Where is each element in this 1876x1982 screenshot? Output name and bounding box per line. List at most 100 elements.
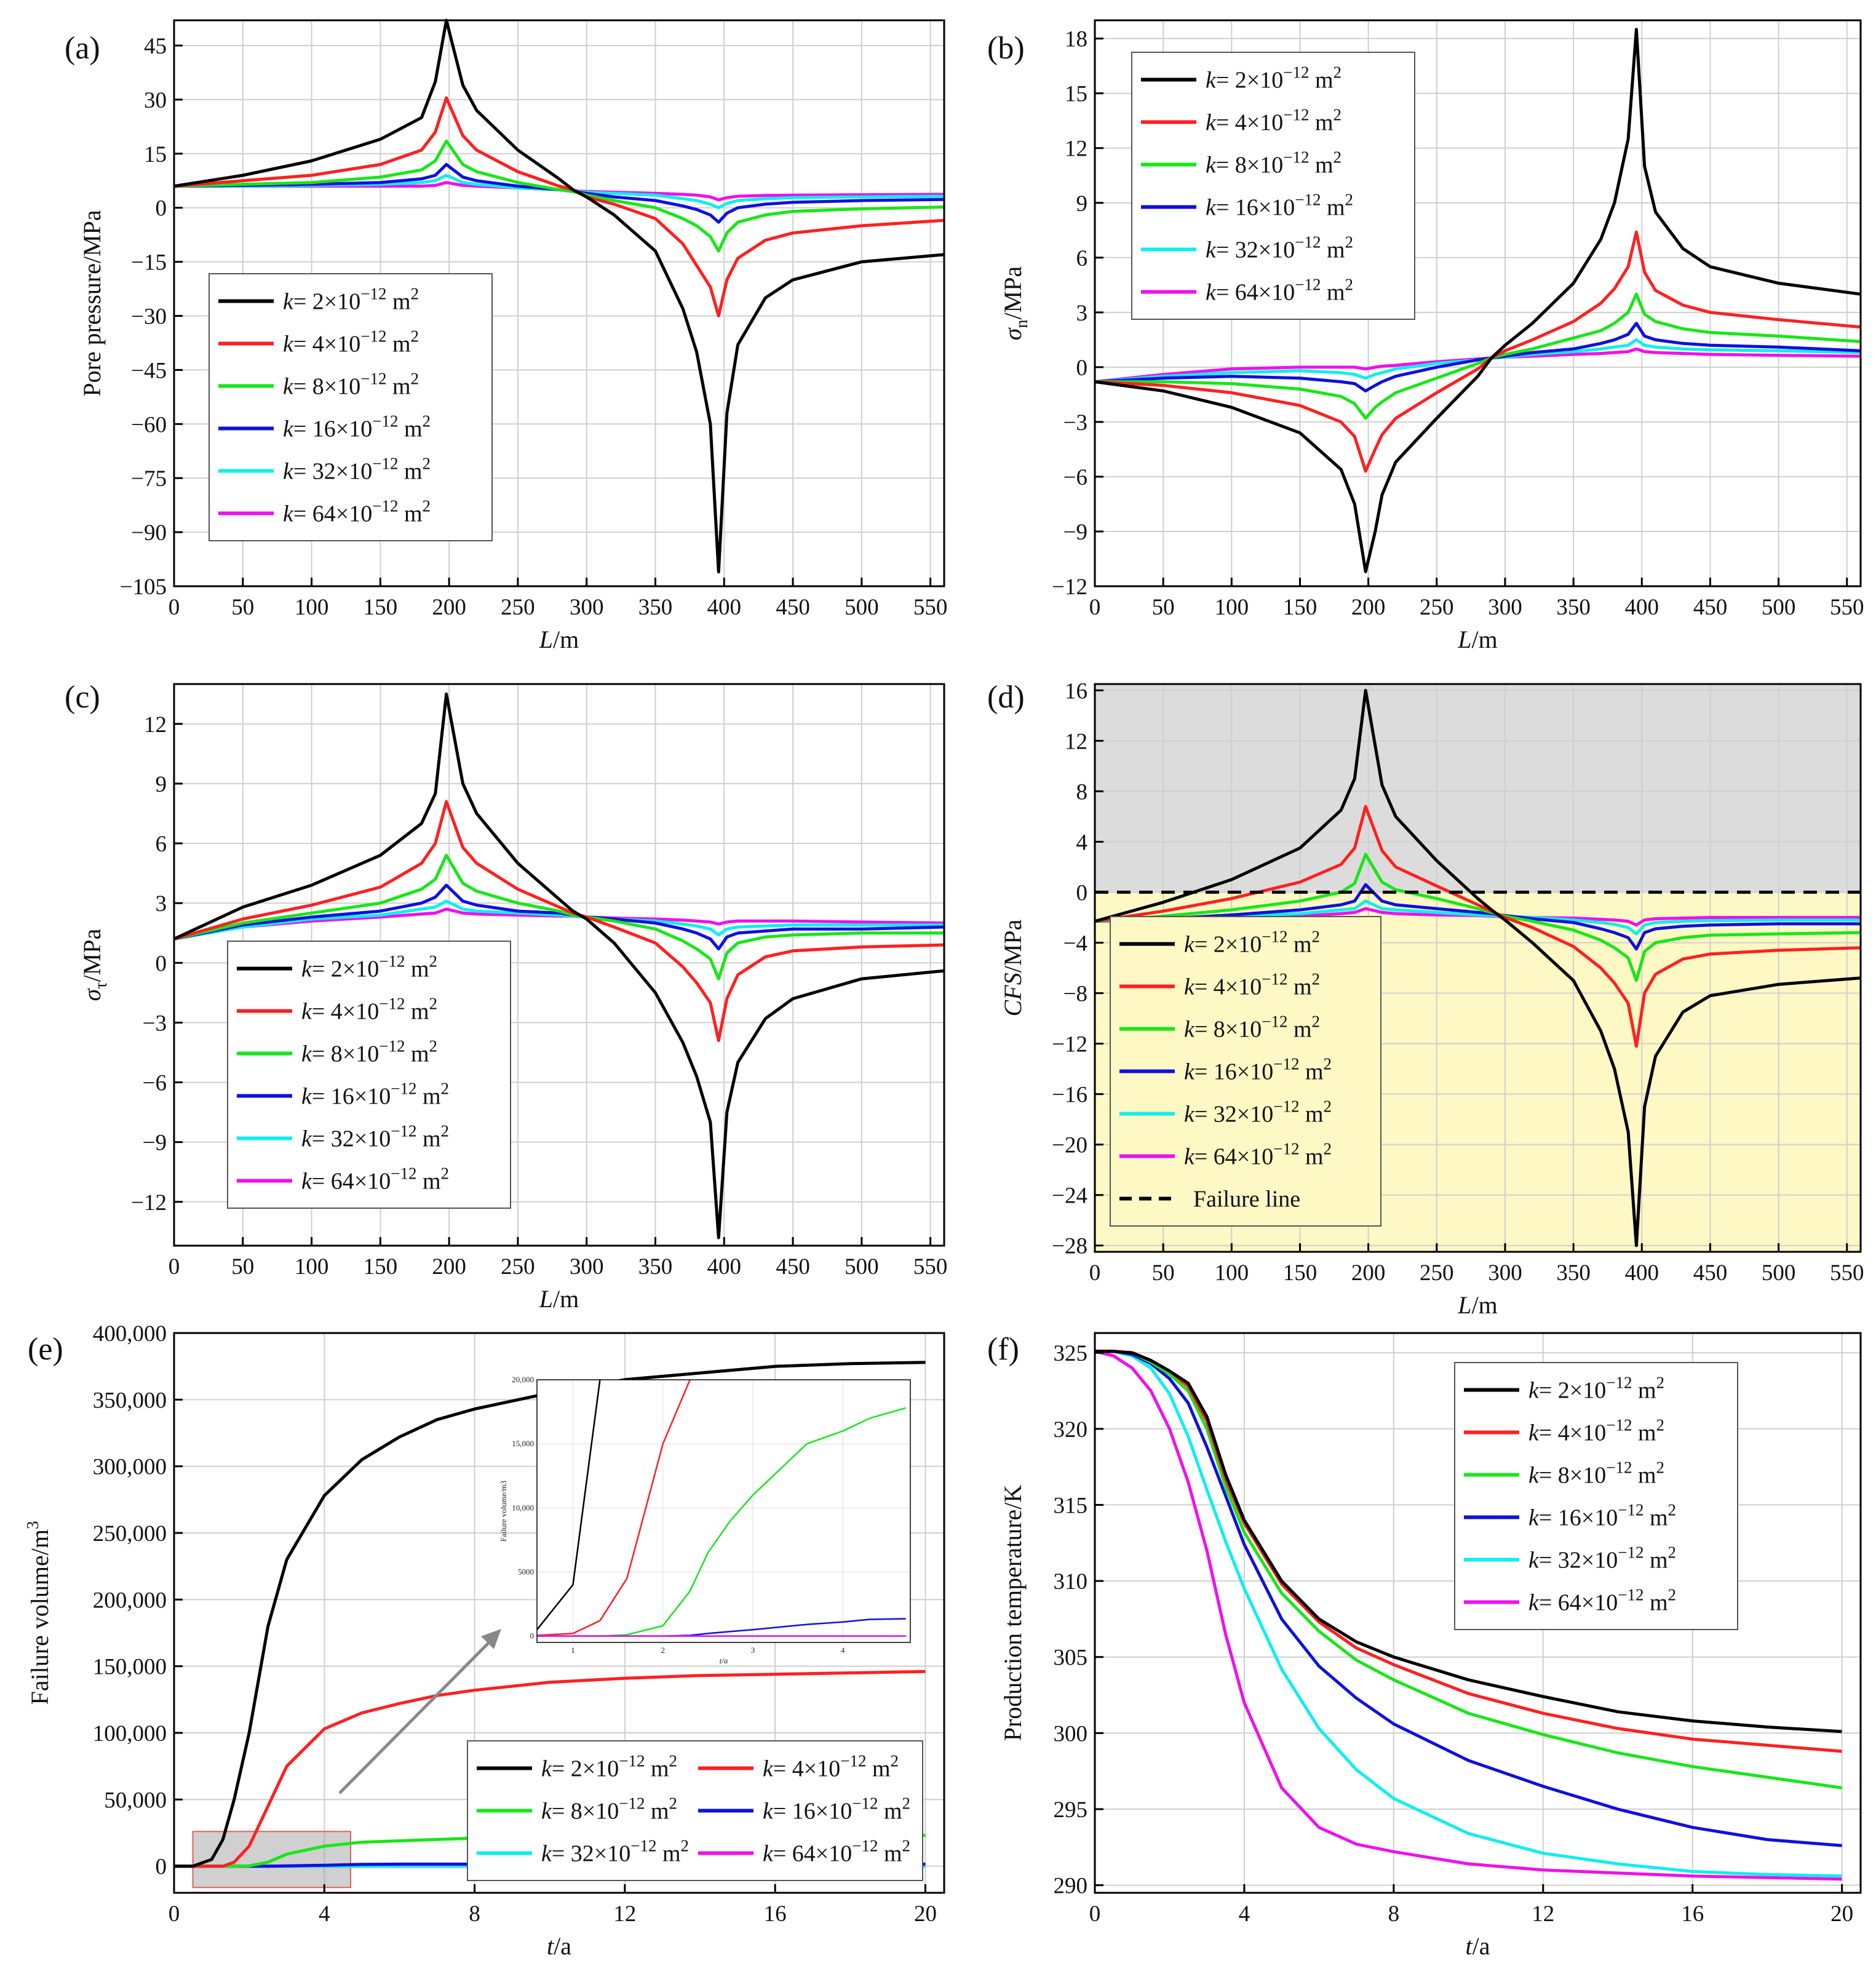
inset-frame (536, 1379, 911, 1643)
legend-label-k16: k= 16×10−12 m2 (1206, 191, 1353, 221)
y-tick-label: 320 (1054, 1417, 1088, 1443)
plot-frame (173, 683, 945, 1247)
y-tick-label: −28 (1052, 1234, 1087, 1259)
y-tick-label: −8 (1063, 982, 1087, 1007)
legend-label-k8: k= 8×10−12 m2 (301, 1037, 437, 1067)
legend-label-k4: k= 4×10−12 m2 (1184, 970, 1320, 1000)
inset-background (537, 1380, 910, 1642)
x-tick-label: 350 (638, 1254, 673, 1280)
series-group (1094, 1350, 1842, 1881)
y-tick-label: −20 (1052, 1133, 1087, 1158)
x-tick-label: 50 (1152, 1260, 1175, 1286)
x-tick-label: 0 (1089, 1260, 1101, 1286)
series-line-k2 (1094, 28, 1861, 573)
series-group (173, 692, 945, 1240)
inset-y-axis-label: Failure volume/m3 (499, 1481, 508, 1542)
y-axis-label: Failure volume/m3 (23, 1521, 54, 1705)
x-tick-label: 400 (707, 595, 742, 620)
y-axis-label: Pore pressure/MPa (78, 210, 106, 397)
y-tick-label: 8 (1076, 779, 1088, 805)
legend-label-k16: k= 16×10−12 m2 (1528, 1501, 1676, 1531)
legend-label-k4: k= 4×10−12 m2 (1528, 1416, 1664, 1446)
legend-label-k8: k= 8×10−12 m2 (283, 370, 419, 400)
y-axis-label: Production temperature/K (999, 1485, 1027, 1741)
series-line-k4 (174, 1670, 926, 1868)
y-tick-label: 12 (1065, 729, 1087, 754)
y-tick-label: 18 (1065, 27, 1087, 52)
y-tick-label: −75 (131, 466, 167, 492)
x-tick-label: 550 (1830, 595, 1864, 620)
inset-arrow-head (481, 1629, 501, 1649)
y-axis-label: στ/MPa (78, 928, 111, 1001)
x-tick-label: 12 (1532, 1901, 1554, 1927)
x-tick-label: 0 (169, 595, 180, 620)
x-tick-label: 550 (913, 1254, 948, 1280)
legend-label-k32: k= 32×10−12 m2 (541, 1837, 689, 1867)
series-line-k16 (173, 162, 945, 224)
legend-label-k32: k= 32×10−12 m2 (1528, 1543, 1676, 1574)
y-tick-label: −6 (1063, 465, 1087, 490)
y-tick-label: 400,000 (93, 1321, 167, 1347)
y-tick-label: 12 (1065, 137, 1087, 162)
inset-chart: 1 2 3 4 0 5000 10,000 15,000 20,000 t/a Failure vo… (499, 1375, 911, 1665)
x-tick-label: 250 (1420, 595, 1454, 620)
x-tick-label: 8 (1388, 1901, 1400, 1927)
x-tick-label: 200 (432, 595, 466, 620)
legend-label-k16: k= 16×10−12 m2 (301, 1080, 449, 1110)
y-tick-label: −30 (131, 304, 167, 330)
failure-region (1095, 684, 1861, 893)
x-tick-label: 50 (1152, 595, 1175, 620)
inset-x-axis-label: t/a (720, 1656, 728, 1665)
chart-failure-volume: 0 4 8 12 16 20050,000100,000150,000200,000250… (23, 1321, 945, 1960)
x-tick-label: 300 (570, 1254, 604, 1280)
legend-box (227, 941, 511, 1209)
y-tick-label: 4 (1076, 830, 1088, 855)
x-tick-label: 16 (764, 1901, 787, 1927)
legend-label-k64: k= 64×10−12 m2 (1184, 1140, 1332, 1170)
panel-tag: (e) (28, 1332, 63, 1367)
y-tick-label: 30 (144, 88, 167, 113)
series-group (174, 1361, 926, 1868)
legend-label-k8: k= 8×10−12 m2 (541, 1794, 677, 1825)
y-tick-label: 290 (1054, 1874, 1088, 1899)
x-tick-label: 450 (1693, 1260, 1728, 1286)
y-tick-label: 350,000 (93, 1388, 167, 1413)
legend-label-k16: k= 16×10−12 m2 (1184, 1055, 1332, 1085)
y-tick-label: 300 (1054, 1721, 1088, 1746)
legend-label-k4: k= 4×10−12 m2 (301, 995, 437, 1025)
legend-box (467, 1740, 923, 1881)
inset-y-tick-label: 0 (530, 1631, 535, 1641)
x-tick-label: 300 (570, 595, 604, 620)
legend-label-k4: k= 4×10−12 m2 (763, 1752, 899, 1782)
y-tick-label: 100,000 (93, 1721, 167, 1746)
y-tick-label: −3 (1063, 410, 1087, 436)
x-tick-label: 50 (231, 595, 254, 620)
y-tick-label: −9 (1063, 520, 1087, 545)
y-tick-label: 0 (156, 951, 167, 976)
y-tick-label: 310 (1054, 1569, 1088, 1594)
panel-tag: (f) (987, 1332, 1019, 1367)
y-tick-label: −105 (120, 575, 167, 600)
x-tick-label: 100 (295, 1254, 329, 1280)
legend-label-failure: Failure line (1193, 1187, 1300, 1212)
legend-label-k4: k= 4×10−12 m2 (1206, 106, 1341, 136)
inset-arrow-shaft (338, 1638, 493, 1794)
x-tick-label: 500 (1762, 1260, 1796, 1286)
series-group (1094, 28, 1861, 573)
legend-box (1454, 1362, 1738, 1630)
x-tick-label: 450 (776, 595, 810, 620)
x-tick-label: 400 (707, 1254, 742, 1280)
x-tick-label: 500 (1762, 595, 1796, 620)
x-tick-label: 250 (501, 1254, 535, 1280)
x-tick-label: 400 (1625, 595, 1659, 620)
inset-y-tick-label: 20,000 (512, 1375, 534, 1384)
x-tick-label: 550 (1830, 1260, 1864, 1286)
x-tick-label: 150 (364, 1254, 398, 1280)
y-tick-label: 315 (1054, 1493, 1088, 1518)
legend-label-k32: k= 32×10−12 m2 (301, 1122, 449, 1152)
y-tick-label: 3 (156, 891, 167, 917)
x-tick-label: 500 (845, 595, 879, 620)
x-tick-label: 150 (364, 595, 398, 620)
legend-label-k2: k= 2×10−12 m2 (1184, 928, 1320, 958)
panel-tag: (d) (987, 680, 1025, 715)
